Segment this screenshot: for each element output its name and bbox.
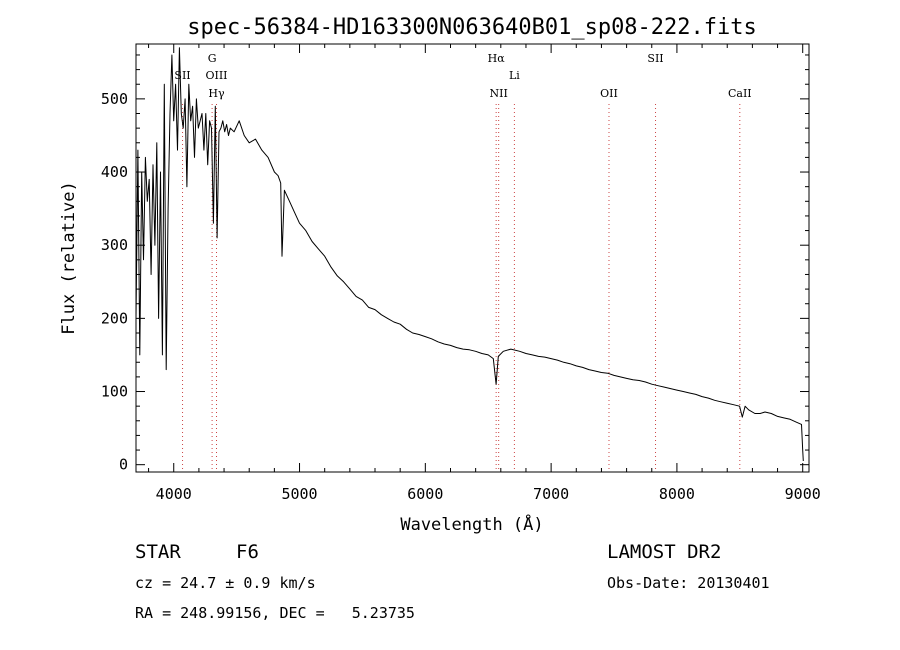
spectral-line-label: SII (174, 69, 190, 82)
spectral-line-label: Li (509, 69, 520, 82)
x-tick-label: 7000 (533, 485, 569, 503)
spectral-line-label: G (208, 52, 217, 65)
x-tick-label: 4000 (156, 485, 192, 503)
x-tick-label: 6000 (407, 485, 443, 503)
x-tick-label: 9000 (785, 485, 821, 503)
spectral-line-label: OII (600, 87, 618, 100)
y-tick-label: 500 (101, 90, 128, 108)
coordinates-text: RA = 248.99156, DEC = 5.23735 (135, 604, 415, 622)
series-line-flux (135, 47, 804, 462)
x-tick-label: 8000 (659, 485, 695, 503)
spectral-line-label: Hγ (208, 87, 225, 100)
y-tick-label: 200 (101, 309, 128, 327)
spectral-line-label: SII (647, 52, 663, 65)
series-layer (135, 47, 804, 462)
survey-name: LAMOST DR2 (607, 541, 722, 563)
y-tick-label: 300 (101, 236, 128, 254)
redshift-text: cz = 24.7 ± 0.9 km/s (135, 574, 316, 592)
chart-title: spec-56384-HD163300N063640B01_sp08-222.f… (187, 15, 757, 40)
spectral-line-label: OIII (205, 69, 227, 82)
axis-ticks-layer: 4000 5000 6000 7000 8000 9000 0 100 200 300 400 500 (101, 44, 821, 503)
object-subclass: F6 (236, 541, 259, 563)
y-axis-label: Flux (relative) (59, 181, 79, 335)
x-tick-label: 5000 (281, 485, 317, 503)
spectral-line-label: NII (490, 87, 508, 100)
y-tick-label: 100 (101, 383, 128, 401)
spectral-line-label: Hα (488, 52, 506, 65)
x-axis-label: Wavelength (Å) (400, 513, 543, 535)
y-tick-label: 400 (101, 163, 128, 181)
plot-frame (135, 43, 810, 473)
object-class: STAR (135, 541, 181, 563)
obs-date-text: Obs-Date: 20130401 (607, 574, 770, 592)
spectral-line-label: CaII (728, 87, 752, 100)
y-tick-label: 0 (119, 456, 128, 474)
